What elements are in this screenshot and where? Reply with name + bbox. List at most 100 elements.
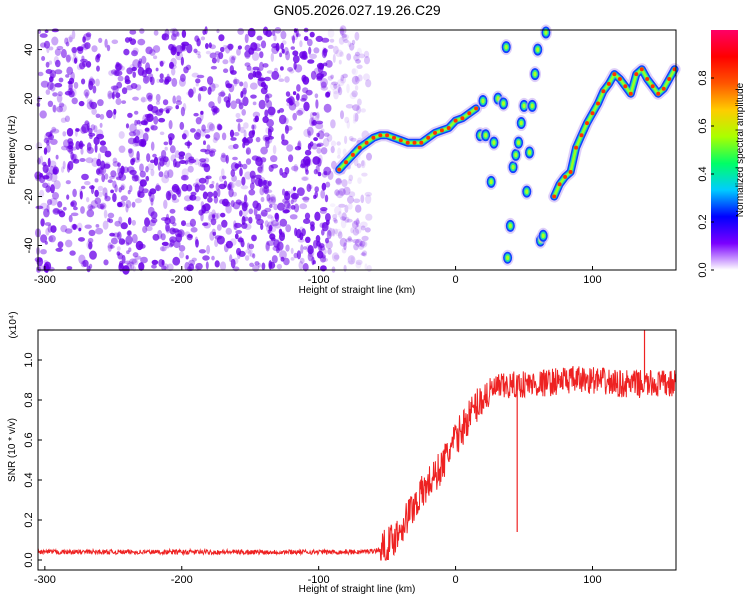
noise-blob xyxy=(209,183,215,189)
noise-blob xyxy=(238,99,243,106)
noise-blob xyxy=(332,217,337,222)
colorbar-tick-label: 0.6 xyxy=(697,118,709,133)
noise-blob xyxy=(339,51,344,57)
noise-blob xyxy=(86,101,95,110)
noise-blob xyxy=(47,199,53,206)
noise-blob xyxy=(325,213,331,222)
noise-blob xyxy=(89,263,93,269)
colorbar-tick-label: 0.2 xyxy=(697,214,709,229)
noise-blob xyxy=(152,233,160,241)
noise-blob xyxy=(289,214,298,220)
noise-blob xyxy=(126,262,132,271)
noise-blob xyxy=(190,128,196,133)
noise-blob xyxy=(39,110,47,119)
noise-blob xyxy=(221,198,229,207)
noise-blob xyxy=(48,46,54,51)
noise-blob xyxy=(268,224,273,232)
noise-blob xyxy=(212,214,216,219)
noise-blob xyxy=(186,43,193,54)
x-tick-label: -300 xyxy=(34,574,56,586)
noise-blob xyxy=(99,145,108,153)
noise-blob xyxy=(47,182,51,189)
noise-blob xyxy=(176,31,180,37)
noise-blob xyxy=(225,204,232,214)
noise-blob xyxy=(181,168,189,178)
noise-blob xyxy=(332,214,338,219)
noise-blob xyxy=(209,231,215,241)
noise-blob xyxy=(297,142,301,149)
noise-blob xyxy=(275,212,280,222)
noise-blob xyxy=(222,175,227,180)
noise-blob xyxy=(327,248,332,255)
noise-blob xyxy=(85,32,92,38)
noise-blob xyxy=(207,76,214,85)
noise-blob xyxy=(161,241,169,246)
noise-blob xyxy=(285,50,290,61)
noise-blob xyxy=(86,209,95,218)
noise-blob xyxy=(128,247,132,252)
noise-blob xyxy=(127,190,131,195)
noise-blob xyxy=(137,191,145,199)
noise-blob xyxy=(135,84,142,91)
noise-blob xyxy=(308,46,312,55)
noise-blob xyxy=(194,196,201,202)
noise-blob xyxy=(102,220,109,230)
noise-blob xyxy=(134,198,142,204)
noise-blob xyxy=(360,252,366,256)
noise-blob xyxy=(110,85,119,91)
noise-blob xyxy=(237,45,242,50)
noise-blob xyxy=(47,100,54,108)
noise-blob xyxy=(293,203,300,213)
noise-blob xyxy=(264,220,269,228)
noise-blob xyxy=(110,170,117,178)
noise-blob xyxy=(95,227,104,235)
noise-blob xyxy=(335,190,344,199)
noise-blob xyxy=(285,91,291,97)
noise-blob xyxy=(355,259,363,265)
noise-blob xyxy=(351,68,358,76)
noise-blob xyxy=(54,69,63,75)
noise-blob xyxy=(340,219,347,229)
noise-blob xyxy=(259,187,265,196)
noise-blob xyxy=(301,176,309,182)
noise-blob xyxy=(253,207,258,216)
noise-blob xyxy=(178,245,186,252)
noise-blob xyxy=(292,186,297,191)
noise-blob xyxy=(181,183,189,192)
noise-blob xyxy=(303,246,307,250)
noise-blob xyxy=(185,222,193,227)
noise-blob xyxy=(245,147,251,155)
noise-blob xyxy=(235,118,243,123)
noise-blob xyxy=(286,144,294,152)
noise-blob xyxy=(209,150,216,157)
noise-blob xyxy=(155,185,162,192)
noise-blob xyxy=(57,241,64,249)
noise-blob xyxy=(106,109,113,119)
noise-blob xyxy=(312,112,317,116)
noise-blob xyxy=(186,184,193,192)
noise-blob xyxy=(171,77,178,87)
track-blob-core xyxy=(511,164,515,170)
noise-blob xyxy=(353,54,360,62)
noise-blob xyxy=(320,128,325,134)
noise-blob xyxy=(321,182,327,191)
noise-blob xyxy=(221,152,226,158)
noise-blob xyxy=(211,83,220,89)
noise-blob xyxy=(293,252,299,259)
noise-blob xyxy=(239,167,243,177)
noise-blob xyxy=(300,54,308,60)
noise-blob xyxy=(260,146,268,155)
track-blob-core xyxy=(527,150,532,155)
noise-blob xyxy=(282,198,290,204)
ridge-peak xyxy=(392,135,396,140)
noise-blob xyxy=(244,255,250,261)
noise-blob xyxy=(262,134,270,142)
noise-blob xyxy=(218,34,225,42)
noise-blob xyxy=(118,131,125,139)
ridge-peak xyxy=(446,126,451,130)
noise-blob xyxy=(352,228,360,236)
noise-blob xyxy=(360,225,366,231)
track-blob-core xyxy=(508,223,512,229)
noise-blob xyxy=(266,240,275,246)
noise-blob xyxy=(98,37,103,44)
